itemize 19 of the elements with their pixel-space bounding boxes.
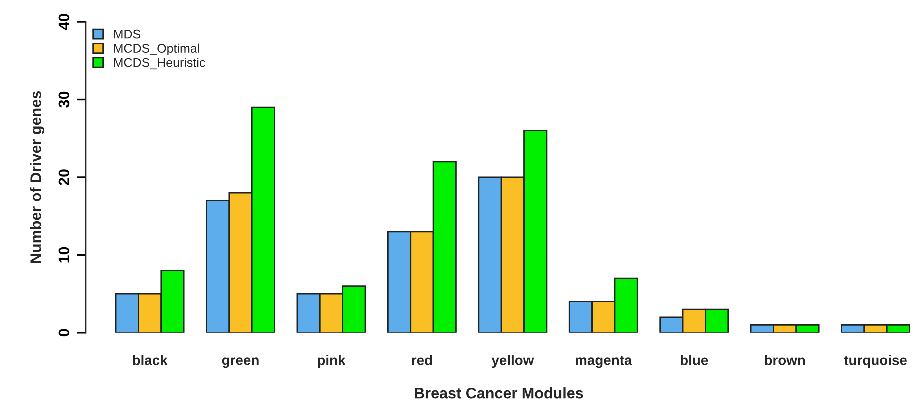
x-tick-label: turquoise: [844, 355, 907, 368]
x-tick-label: blue: [681, 355, 708, 366]
x-tick-label: red: [412, 355, 432, 366]
y-tick-label: 30: [58, 92, 70, 108]
x-tick-label: black: [133, 355, 168, 366]
y-tick-label: 20: [58, 170, 70, 186]
x-tick-label: pink: [318, 355, 346, 368]
legend-label: MDS: [114, 30, 141, 39]
y-tick-label: 40: [58, 14, 70, 30]
x-tick-label: brown: [765, 355, 806, 366]
y-tick-label: 0: [58, 329, 70, 337]
legend-label: MCDS_Heuristic: [114, 58, 206, 70]
x-tick-label: green: [222, 358, 259, 368]
y-tick-label: 10: [58, 247, 70, 263]
x-tick-label: yellow: [492, 355, 534, 368]
x-tick-label: magenta: [576, 356, 632, 368]
y-axis-title: Number of Driver genes: [30, 92, 44, 264]
legend-label: MCDS_Optimal: [114, 44, 200, 56]
x-axis-title: Breast Cancer Modules: [415, 388, 584, 399]
